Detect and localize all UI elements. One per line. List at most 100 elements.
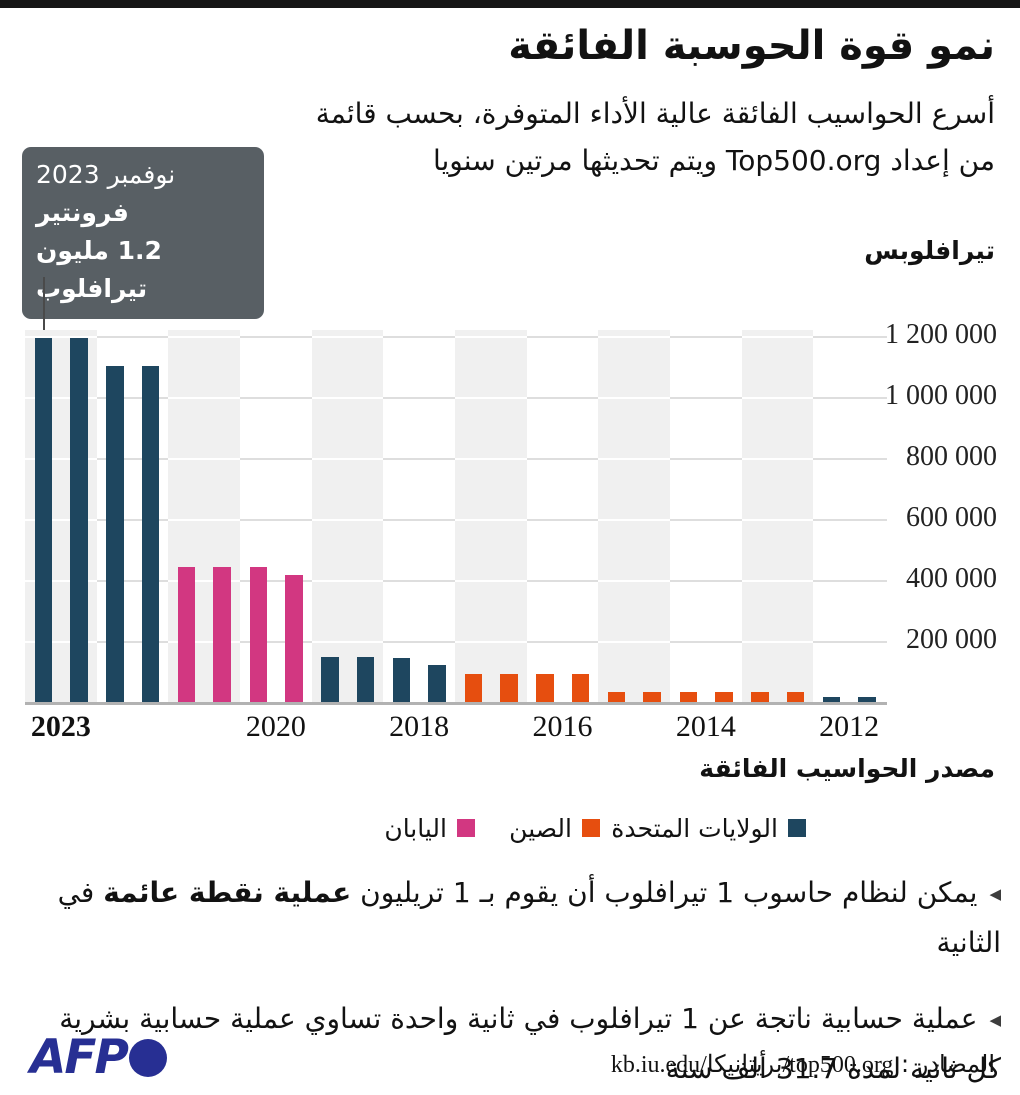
x-tick-2020: 2020 <box>245 710 306 743</box>
legend-label-us: الولايات المتحدة <box>611 813 778 843</box>
bar-2023-nov <box>34 338 52 702</box>
year-band-2012 <box>813 330 885 702</box>
gridline-on-band <box>168 458 240 460</box>
bar-2015-jun <box>643 692 661 702</box>
gridline-on-band <box>455 397 527 399</box>
callout-leader-line <box>43 277 45 337</box>
note-2-line2: كل ثانية لمدة 31.7 ألف سنة <box>665 1052 1001 1085</box>
gridline-on-band <box>168 336 240 338</box>
callout-value: 1.2 مليون تيرافلوب <box>36 236 162 303</box>
gridline-on-band <box>598 458 670 460</box>
gridline-on-band <box>168 641 240 643</box>
page-subtitle: أسرع الحواسيب الفائقة عالية الأداء المتو… <box>295 90 995 184</box>
gridline-on-band <box>741 397 814 399</box>
legend-label-japan: اليابان <box>384 813 447 843</box>
y-tick-1000000: 1 000 000 <box>885 380 997 411</box>
year-band-2018 <box>383 330 455 702</box>
bar-2022-nov <box>106 366 124 702</box>
bar-2020-jun <box>285 575 303 702</box>
x-tick-2023: 2023 <box>30 710 91 743</box>
bar-2012-jun <box>858 697 876 702</box>
bar-2021-jun <box>213 567 231 702</box>
year-band-2019 <box>311 330 384 702</box>
x-tick-2014: 2014 <box>675 710 736 743</box>
gridline-on-band <box>598 397 670 399</box>
gridline-on-band <box>455 336 527 338</box>
gridline-on-band <box>311 641 384 643</box>
afp-logo-text: AFP <box>30 1030 129 1085</box>
gridline-on-band <box>25 519 97 521</box>
gridline-on-band <box>741 336 814 338</box>
bar-2019-nov <box>321 657 339 702</box>
bar-chart: 2023 2020 2018 2016 2014 2012 <box>25 330 887 743</box>
callout-date: نوفمبر 2023 <box>36 160 176 189</box>
y-tick-1200000: 1 200 000 <box>885 319 997 350</box>
bar-2022-jun <box>141 366 160 702</box>
bar-2013-nov <box>751 692 769 702</box>
annotation-callout: نوفمبر 2023 فرونتير 1.2 مليون تيرافلوب <box>22 147 264 319</box>
legend-item-japan: اليابان <box>384 813 475 843</box>
gridline-on-band <box>311 580 384 582</box>
gridline-on-band <box>25 641 97 643</box>
note-1-tail: في الثانية <box>57 876 1001 959</box>
triangle-bullet-icon: ◀ <box>989 1011 1001 1029</box>
x-tick-2016: 2016 <box>532 710 593 743</box>
gridline-on-band <box>741 458 814 460</box>
bar-2015-nov <box>607 692 626 702</box>
bar-2018-nov <box>392 658 411 702</box>
bar-2017-nov <box>464 674 482 702</box>
y-tick-200000: 200 000 <box>906 624 997 655</box>
year-band-2013 <box>741 330 814 702</box>
bar-2019-jun <box>356 657 375 702</box>
note-item-2: ◀ عملية حسابية ناتجة عن 1 تيرافلوب في ثان… <box>51 996 1001 1092</box>
gridline-on-band <box>168 580 240 582</box>
bar-2017-jun <box>500 674 518 702</box>
y-axis-unit-label: تيرافلوبس <box>864 236 995 265</box>
gridline-on-band <box>25 458 97 460</box>
bar-2014-nov <box>679 692 697 702</box>
note-1-bold: عملية نقطة عائمة <box>103 876 352 909</box>
gridline-on-band <box>455 641 527 643</box>
bar-2016-nov <box>536 674 554 702</box>
gridline-on-band <box>168 397 240 399</box>
year-band-2014 <box>670 330 742 702</box>
gridline-on-band <box>311 458 384 460</box>
afp-logo-circle-icon <box>128 1039 167 1077</box>
callout-name: فرونتير <box>36 198 129 227</box>
year-band-2016 <box>527 330 599 702</box>
x-tick-2018: 2018 <box>389 710 450 743</box>
gridline-on-band <box>311 519 384 521</box>
triangle-bullet-icon: ◀ <box>989 885 1001 903</box>
afp-logo: AFP <box>30 1030 167 1085</box>
gridline-on-band <box>741 641 814 643</box>
gridline-on-band <box>455 519 527 521</box>
top-accent-bar <box>0 0 1020 8</box>
gridline-on-band <box>25 336 97 338</box>
legend-swatch-us <box>788 819 806 837</box>
source-url: kb.iu.edu/بريتانيكا/top500.org <box>610 1052 894 1078</box>
gridline-on-band <box>598 336 670 338</box>
bar-2013-jun <box>786 692 805 702</box>
legend-swatch-china <box>582 819 600 837</box>
y-tick-600000: 600 000 <box>906 502 997 533</box>
subtitle-line-1: أسرع الحواسيب الفائقة عالية الأداء المتو… <box>315 97 995 130</box>
note-1-text: يمكن لنظام حاسوب 1 تيرافلوب أن يقوم بـ 1… <box>351 876 978 909</box>
gridline-on-band <box>455 458 527 460</box>
gridline-on-band <box>25 397 97 399</box>
bar-2021-nov <box>177 567 196 702</box>
gridline-on-band <box>598 641 670 643</box>
gridline-on-band <box>741 519 814 521</box>
x-axis-line <box>25 702 887 705</box>
legend-label-china: الصين <box>509 813 572 843</box>
year-band-2017 <box>455 330 527 702</box>
legend-item-us: الولايات المتحدة <box>611 813 806 843</box>
gridline-on-band <box>455 580 527 582</box>
note-2-text: عملية حسابية ناتجة عن 1 تيرافلوب في ثاني… <box>59 1002 978 1035</box>
footnotes: ◀ يمكن لنظام حاسوب 1 تيرافلوب أن يقوم بـ … <box>51 870 1001 1095</box>
page-title: نمو قوة الحوسبة الفائقة <box>508 23 995 69</box>
bar-2023-jun <box>70 338 88 702</box>
gridline-on-band <box>598 580 670 582</box>
gridline-on-band <box>311 397 384 399</box>
bar-2012-nov <box>822 697 841 702</box>
